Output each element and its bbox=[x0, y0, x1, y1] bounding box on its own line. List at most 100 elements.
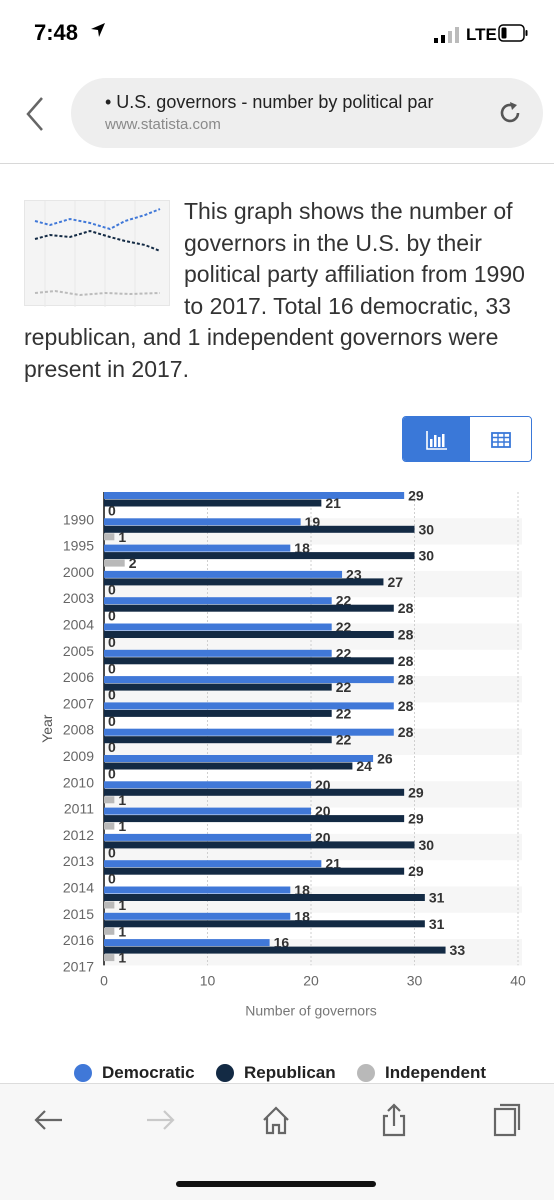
data-label-republican: 30 bbox=[419, 521, 435, 537]
bar-democratic bbox=[104, 518, 301, 526]
data-label-democratic: 28 bbox=[398, 672, 414, 688]
browser-address-row: • U.S. governors - number by political p… bbox=[0, 70, 554, 164]
data-label-republican: 28 bbox=[398, 653, 414, 669]
y-tick-label: 2008 bbox=[63, 722, 94, 738]
legend-item-republican[interactable]: Republican bbox=[216, 1060, 336, 1086]
y-tick-label: 2017 bbox=[63, 958, 94, 974]
chart-thumbnail[interactable] bbox=[24, 200, 170, 307]
browser-toolbar bbox=[0, 1083, 554, 1200]
bar-democratic bbox=[104, 728, 394, 736]
legend-dot-independent bbox=[357, 1064, 375, 1082]
bar-independent bbox=[104, 796, 115, 804]
bar-independent bbox=[104, 927, 115, 935]
bar-democratic bbox=[104, 570, 343, 578]
intro-text: This graph shows the number of governors… bbox=[24, 198, 525, 382]
y-tick-label: 2000 bbox=[63, 564, 94, 580]
data-label-republican: 28 bbox=[398, 600, 414, 616]
bar-republican bbox=[104, 736, 332, 744]
data-label-republican: 22 bbox=[336, 679, 352, 695]
data-label-republican: 21 bbox=[325, 495, 341, 511]
bar-republican bbox=[104, 867, 405, 875]
data-label-independent: 0 bbox=[108, 871, 116, 887]
data-label-independent: 0 bbox=[108, 739, 116, 755]
bar-republican bbox=[104, 604, 394, 612]
bar-republican bbox=[104, 788, 405, 796]
bar-republican bbox=[104, 894, 425, 901]
bar-republican bbox=[104, 525, 415, 533]
data-label-independent: 0 bbox=[108, 581, 116, 597]
bar-republican bbox=[104, 499, 322, 507]
data-label-democratic: 18 bbox=[294, 540, 310, 556]
back-chevron-icon[interactable] bbox=[20, 94, 48, 134]
forward-arrow-icon[interactable] bbox=[141, 1100, 181, 1140]
bar-independent bbox=[104, 822, 115, 830]
bar-democratic bbox=[104, 702, 394, 710]
data-label-independent: 0 bbox=[108, 608, 116, 624]
battery-icon bbox=[498, 24, 528, 42]
bar-independent bbox=[104, 901, 115, 909]
x-axis-title: Number of governors bbox=[245, 1002, 377, 1018]
bar-republican bbox=[104, 552, 415, 560]
data-label-independent: 0 bbox=[108, 844, 116, 860]
y-tick-label: 2013 bbox=[63, 853, 94, 869]
y-tick-label: 2004 bbox=[63, 617, 94, 633]
data-label-republican: 22 bbox=[336, 732, 352, 748]
legend-item-democratic[interactable]: Democratic bbox=[74, 1060, 195, 1086]
bar-democratic bbox=[104, 755, 374, 762]
x-tick-label: 10 bbox=[200, 972, 216, 988]
legend-label-democratic: Democratic bbox=[102, 1063, 195, 1082]
bar-democratic bbox=[104, 492, 405, 499]
bar-republican bbox=[104, 631, 394, 638]
legend-item-independent[interactable]: Independent bbox=[357, 1060, 486, 1086]
home-icon[interactable] bbox=[256, 1100, 296, 1140]
data-label-independent: 1 bbox=[118, 792, 126, 808]
data-label-democratic: 16 bbox=[274, 935, 290, 951]
data-label-independent: 0 bbox=[108, 503, 116, 519]
data-label-independent: 1 bbox=[118, 818, 126, 834]
y-tick-label: 2006 bbox=[63, 669, 94, 685]
data-label-republican: 27 bbox=[387, 574, 403, 590]
location-arrow-icon bbox=[91, 23, 105, 37]
status-bar: 7:48 LTE bbox=[0, 0, 554, 70]
bar-democratic bbox=[104, 623, 332, 631]
chart-view-button[interactable] bbox=[403, 417, 470, 461]
y-tick-label: 2016 bbox=[63, 932, 94, 948]
y-tick-label: 1990 bbox=[63, 511, 94, 527]
y-tick-label: 1995 bbox=[63, 538, 94, 554]
data-label-republican: 30 bbox=[419, 548, 435, 564]
table-grid-icon bbox=[491, 432, 511, 448]
share-icon[interactable] bbox=[374, 1100, 414, 1140]
back-arrow-icon[interactable] bbox=[28, 1100, 68, 1140]
bar-republican bbox=[104, 815, 405, 823]
x-tick-label: 0 bbox=[100, 972, 108, 988]
data-label-independent: 1 bbox=[118, 950, 126, 966]
bar-democratic bbox=[104, 597, 332, 605]
reload-icon[interactable] bbox=[497, 100, 523, 126]
bar-democratic bbox=[104, 544, 291, 552]
bar-republican bbox=[104, 841, 415, 849]
bar-democratic bbox=[104, 886, 291, 894]
home-indicator bbox=[176, 1181, 376, 1187]
tabs-icon[interactable] bbox=[487, 1100, 527, 1140]
bar-independent bbox=[104, 559, 125, 567]
data-label-democratic: 28 bbox=[398, 724, 414, 740]
bar-republican bbox=[104, 920, 425, 928]
x-tick-label: 30 bbox=[407, 972, 423, 988]
bar-democratic bbox=[104, 649, 332, 657]
y-axis-title: Year bbox=[39, 714, 55, 743]
x-tick-label: 20 bbox=[303, 972, 319, 988]
data-label-republican: 31 bbox=[429, 890, 445, 906]
bar-democratic bbox=[104, 807, 311, 815]
table-view-button[interactable] bbox=[470, 417, 531, 461]
address-bar[interactable]: • U.S. governors - number by political p… bbox=[71, 78, 543, 148]
page-host: www.statista.com bbox=[105, 116, 221, 133]
data-label-independent: 0 bbox=[108, 713, 116, 729]
bar-republican bbox=[104, 709, 332, 717]
bar-independent bbox=[104, 533, 115, 541]
intro-section: This graph shows the number of governors… bbox=[24, 196, 534, 385]
view-toggle bbox=[402, 416, 532, 462]
data-label-republican: 29 bbox=[408, 863, 424, 879]
bar-republican bbox=[104, 946, 446, 954]
data-label-republican: 31 bbox=[429, 916, 445, 932]
page-title: • U.S. governors - number by political p… bbox=[105, 92, 434, 112]
